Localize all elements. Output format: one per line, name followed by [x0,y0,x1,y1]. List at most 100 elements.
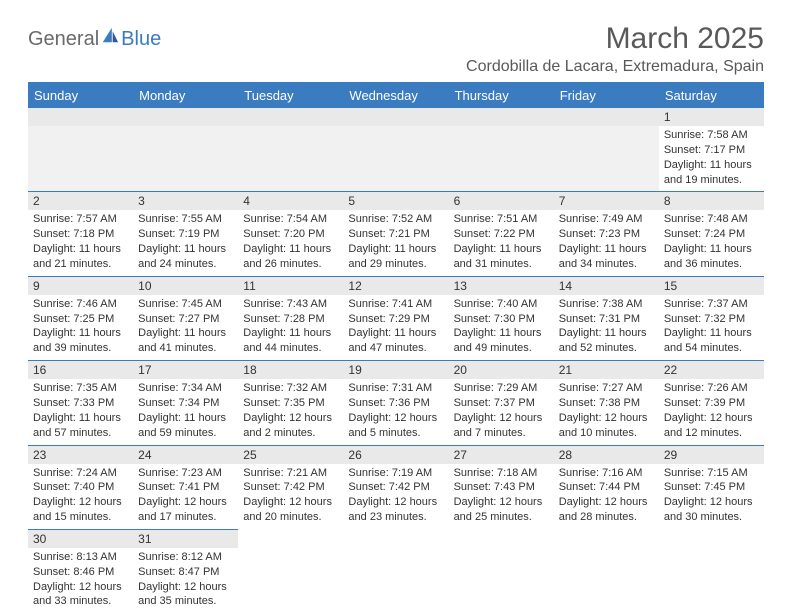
calendar-cell: 18Sunrise: 7:32 AMSunset: 7:35 PMDayligh… [238,361,343,445]
calendar-cell: 22Sunrise: 7:26 AMSunset: 7:39 PMDayligh… [659,361,764,445]
day-content: Sunrise: 7:16 AMSunset: 7:44 PMDaylight:… [554,464,659,529]
calendar-cell: 8Sunrise: 7:48 AMSunset: 7:24 PMDaylight… [659,192,764,276]
day-number: 17 [133,361,238,379]
day-content: Sunrise: 7:23 AMSunset: 7:41 PMDaylight:… [133,464,238,529]
calendar-cell [343,529,448,613]
day-content: Sunrise: 7:37 AMSunset: 7:32 PMDaylight:… [659,295,764,360]
weekday-header: Thursday [449,83,554,109]
calendar-cell: 4Sunrise: 7:54 AMSunset: 7:20 PMDaylight… [238,192,343,276]
day-content: Sunrise: 8:12 AMSunset: 8:47 PMDaylight:… [133,548,238,613]
day-content: Sunrise: 7:57 AMSunset: 7:18 PMDaylight:… [28,210,133,275]
calendar-cell [343,108,448,192]
day-content: Sunrise: 7:32 AMSunset: 7:35 PMDaylight:… [238,379,343,444]
day-content: Sunrise: 7:46 AMSunset: 7:25 PMDaylight:… [28,295,133,360]
calendar-row: 23Sunrise: 7:24 AMSunset: 7:40 PMDayligh… [28,445,764,529]
day-content: Sunrise: 7:35 AMSunset: 7:33 PMDaylight:… [28,379,133,444]
weekday-header: Sunday [28,83,133,109]
day-number: 12 [343,277,448,295]
day-content: Sunrise: 7:26 AMSunset: 7:39 PMDaylight:… [659,379,764,444]
calendar-cell [554,529,659,613]
calendar-cell: 10Sunrise: 7:45 AMSunset: 7:27 PMDayligh… [133,276,238,360]
calendar-cell: 23Sunrise: 7:24 AMSunset: 7:40 PMDayligh… [28,445,133,529]
calendar-table: Sunday Monday Tuesday Wednesday Thursday… [28,82,764,613]
day-content: Sunrise: 7:31 AMSunset: 7:36 PMDaylight:… [343,379,448,444]
weekday-header: Saturday [659,83,764,109]
day-number: 31 [133,530,238,548]
weekday-header: Friday [554,83,659,109]
day-number: 15 [659,277,764,295]
calendar-cell [449,529,554,613]
day-number: 6 [449,192,554,210]
calendar-cell: 12Sunrise: 7:41 AMSunset: 7:29 PMDayligh… [343,276,448,360]
header: General Blue March 2025 Cordobilla de La… [28,22,764,76]
calendar-cell: 13Sunrise: 7:40 AMSunset: 7:30 PMDayligh… [449,276,554,360]
calendar-cell: 26Sunrise: 7:19 AMSunset: 7:42 PMDayligh… [343,445,448,529]
calendar-cell [449,108,554,192]
calendar-row: 2Sunrise: 7:57 AMSunset: 7:18 PMDaylight… [28,192,764,276]
day-number: 23 [28,446,133,464]
calendar-row: 9Sunrise: 7:46 AMSunset: 7:25 PMDaylight… [28,276,764,360]
location-text: Cordobilla de Lacara, Extremadura, Spain [466,58,764,76]
day-number: 7 [554,192,659,210]
calendar-cell: 9Sunrise: 7:46 AMSunset: 7:25 PMDaylight… [28,276,133,360]
calendar-cell: 25Sunrise: 7:21 AMSunset: 7:42 PMDayligh… [238,445,343,529]
day-content: Sunrise: 7:15 AMSunset: 7:45 PMDaylight:… [659,464,764,529]
calendar-cell: 1Sunrise: 7:58 AMSunset: 7:17 PMDaylight… [659,108,764,192]
day-number: 22 [659,361,764,379]
day-content: Sunrise: 7:54 AMSunset: 7:20 PMDaylight:… [238,210,343,275]
calendar-cell: 2Sunrise: 7:57 AMSunset: 7:18 PMDaylight… [28,192,133,276]
day-content: Sunrise: 7:55 AMSunset: 7:19 PMDaylight:… [133,210,238,275]
calendar-cell: 31Sunrise: 8:12 AMSunset: 8:47 PMDayligh… [133,529,238,613]
calendar-cell [238,108,343,192]
calendar-cell: 29Sunrise: 7:15 AMSunset: 7:45 PMDayligh… [659,445,764,529]
calendar-cell: 28Sunrise: 7:16 AMSunset: 7:44 PMDayligh… [554,445,659,529]
day-content: Sunrise: 7:29 AMSunset: 7:37 PMDaylight:… [449,379,554,444]
calendar-cell: 17Sunrise: 7:34 AMSunset: 7:34 PMDayligh… [133,361,238,445]
day-content: Sunrise: 7:18 AMSunset: 7:43 PMDaylight:… [449,464,554,529]
calendar-row: 16Sunrise: 7:35 AMSunset: 7:33 PMDayligh… [28,361,764,445]
day-content: Sunrise: 7:38 AMSunset: 7:31 PMDaylight:… [554,295,659,360]
calendar-cell: 11Sunrise: 7:43 AMSunset: 7:28 PMDayligh… [238,276,343,360]
day-number: 4 [238,192,343,210]
day-content: Sunrise: 7:19 AMSunset: 7:42 PMDaylight:… [343,464,448,529]
day-number: 10 [133,277,238,295]
day-number: 26 [343,446,448,464]
calendar-cell: 6Sunrise: 7:51 AMSunset: 7:22 PMDaylight… [449,192,554,276]
calendar-cell [659,529,764,613]
day-content: Sunrise: 7:52 AMSunset: 7:21 PMDaylight:… [343,210,448,275]
calendar-cell [28,108,133,192]
page-title: March 2025 [466,22,764,56]
calendar-cell: 3Sunrise: 7:55 AMSunset: 7:19 PMDaylight… [133,192,238,276]
day-number: 1 [659,108,764,126]
day-content: Sunrise: 7:41 AMSunset: 7:29 PMDaylight:… [343,295,448,360]
sail-icon [101,26,119,44]
logo: General Blue [28,26,161,52]
logo-text-general: General [28,28,99,51]
day-number: 11 [238,277,343,295]
day-number: 24 [133,446,238,464]
day-number: 8 [659,192,764,210]
weekday-header: Tuesday [238,83,343,109]
day-content: Sunrise: 7:34 AMSunset: 7:34 PMDaylight:… [133,379,238,444]
weekday-header-row: Sunday Monday Tuesday Wednesday Thursday… [28,83,764,109]
day-content: Sunrise: 7:43 AMSunset: 7:28 PMDaylight:… [238,295,343,360]
day-number: 19 [343,361,448,379]
calendar-cell: 30Sunrise: 8:13 AMSunset: 8:46 PMDayligh… [28,529,133,613]
title-block: March 2025 Cordobilla de Lacara, Extrema… [466,22,764,76]
day-content: Sunrise: 7:21 AMSunset: 7:42 PMDaylight:… [238,464,343,529]
calendar-cell: 5Sunrise: 7:52 AMSunset: 7:21 PMDaylight… [343,192,448,276]
calendar-cell: 15Sunrise: 7:37 AMSunset: 7:32 PMDayligh… [659,276,764,360]
calendar-cell [133,108,238,192]
calendar-cell: 21Sunrise: 7:27 AMSunset: 7:38 PMDayligh… [554,361,659,445]
day-number: 2 [28,192,133,210]
calendar-cell [238,529,343,613]
weekday-header: Wednesday [343,83,448,109]
day-number: 30 [28,530,133,548]
day-number: 9 [28,277,133,295]
day-content: Sunrise: 7:24 AMSunset: 7:40 PMDaylight:… [28,464,133,529]
day-number: 25 [238,446,343,464]
day-content: Sunrise: 7:45 AMSunset: 7:27 PMDaylight:… [133,295,238,360]
logo-text-blue: Blue [121,28,161,51]
day-number: 3 [133,192,238,210]
calendar-cell: 20Sunrise: 7:29 AMSunset: 7:37 PMDayligh… [449,361,554,445]
